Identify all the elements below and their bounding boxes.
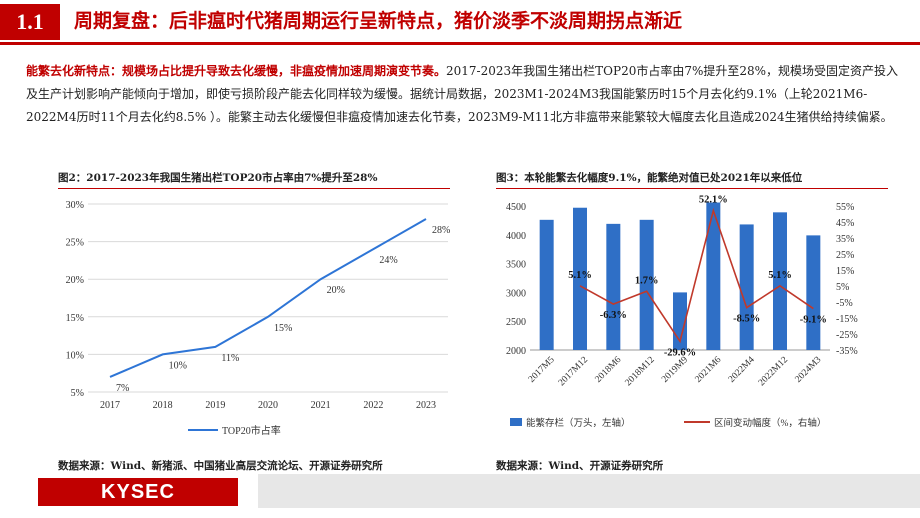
share-data-label: 20% xyxy=(327,285,345,296)
legend-bar-swatch xyxy=(510,418,522,426)
right-axis-tick-label: 55% xyxy=(836,202,854,213)
y-tick-label: 15% xyxy=(66,313,84,324)
right-axis-tick-label: -5% xyxy=(836,298,853,309)
footer-bar xyxy=(258,474,920,508)
paragraph-body: 2017-2023年我国生猪出栏TOP20市占率由7%提升至28%，规模场受固定… xyxy=(26,64,899,124)
y-tick-label: 20% xyxy=(66,275,84,286)
fig3-title: 图3：本轮能繁去化幅度9.1%，能繁绝对值已处2021年以来低位 xyxy=(496,172,803,184)
sow-inventory-bar xyxy=(639,219,654,350)
x-tick-label: 2022M4 xyxy=(727,355,757,385)
legend-label: TOP20市占率 xyxy=(222,424,281,437)
right-axis-tick-label: 35% xyxy=(836,234,854,245)
left-axis-tick-label: 4000 xyxy=(506,231,526,242)
sow-inventory-bar xyxy=(706,202,721,350)
x-tick-label: 2021M6 xyxy=(694,355,724,385)
right-axis-tick-label: -35% xyxy=(836,346,858,357)
share-data-label: 10% xyxy=(169,360,187,371)
legend-label-line: 区间变动幅度（%，右轴） xyxy=(714,417,826,429)
x-tick-label: 2018M12 xyxy=(624,355,657,388)
x-tick-label: 2022 xyxy=(363,400,383,411)
right-axis-tick-label: -15% xyxy=(836,314,858,325)
fig3-source: 数据来源：Wind、开源证券研究所 xyxy=(496,460,664,472)
fig2-title: 图2：2017-2023年我国生猪出栏TOP20市占率由7%提升至28% xyxy=(58,172,378,184)
section-number: 1.1 xyxy=(0,4,60,40)
left-axis-tick-label: 2000 xyxy=(506,346,526,357)
y-tick-label: 10% xyxy=(66,350,84,361)
change-rate-data-label: -6.3% xyxy=(600,310,627,321)
x-tick-label: 2019 xyxy=(205,400,225,411)
x-tick-label: 2021 xyxy=(311,400,331,411)
x-tick-label: 2022M12 xyxy=(757,355,790,388)
legend-label-bar: 能繁存栏（万头，左轴） xyxy=(526,417,631,429)
x-tick-label: 2017M12 xyxy=(557,355,590,388)
x-tick-label: 2017M5 xyxy=(527,355,557,385)
x-tick-label: 2018M6 xyxy=(594,355,624,385)
sow-inventory-bar xyxy=(573,207,587,350)
left-axis-tick-label: 3000 xyxy=(506,288,526,299)
top20-share-line-chart: 5% 10% 15% 20% 25% 30% 2017 2018 2019 2020 2021 202… xyxy=(66,200,451,437)
right-axis-tick-label: 5% xyxy=(836,282,849,293)
kysec-logo: KYSEC xyxy=(38,478,238,506)
x-tick-label: 2020 xyxy=(258,400,278,411)
sow-inventory-bar xyxy=(773,212,787,350)
fig2-source: 数据来源：Wind、新猪派、中国猪业高层交流论坛、开源证券研究所 xyxy=(58,460,383,472)
left-axis-tick-label: 3500 xyxy=(506,260,526,271)
sow-inventory-bar xyxy=(806,235,821,350)
left-axis-tick-label: 4500 xyxy=(506,202,526,213)
y-tick-label: 25% xyxy=(66,238,84,249)
x-tick-label: 2024M3 xyxy=(794,355,824,385)
change-rate-data-label: -29.6% xyxy=(664,347,696,358)
change-rate-data-label: 52.1% xyxy=(699,195,728,206)
sow-inventory-combo-chart: 2000 2500 3000 3500 4000 4500 -35% -25% -15% -5% 5… xyxy=(506,195,858,429)
change-rate-data-label: -8.5% xyxy=(733,314,760,325)
sow-inventory-bar xyxy=(739,224,754,350)
share-data-label: 15% xyxy=(274,323,292,334)
x-tick-label: 2017 xyxy=(100,400,120,411)
header: 1.1 周期复盘：后非瘟时代猪周期运行呈新特点，猪价淡季不淡周期拐点渐近 xyxy=(0,0,920,45)
header-divider xyxy=(0,42,920,45)
change-rate-data-label: 1.7% xyxy=(635,275,659,286)
change-rate-data-label: 5.1% xyxy=(768,270,792,281)
footer: KYSEC xyxy=(0,474,920,518)
x-tick-label: 2018 xyxy=(153,400,173,411)
right-axis-tick-label: 25% xyxy=(836,250,854,261)
change-rate-line-series xyxy=(579,207,814,344)
x-tick-label: 2023 xyxy=(416,400,436,411)
x-tick-label: 2019M9 xyxy=(660,355,690,385)
share-data-label: 24% xyxy=(379,255,397,266)
share-line-series xyxy=(109,218,427,378)
right-axis-tick-label: -25% xyxy=(836,330,858,341)
right-axis-tick-label: 15% xyxy=(836,266,854,277)
change-rate-data-label: 5.1% xyxy=(568,270,592,281)
share-data-label: 7% xyxy=(116,383,129,394)
right-axis-tick-label: 45% xyxy=(836,218,854,229)
sow-inventory-bar xyxy=(606,223,621,350)
sow-inventory-bar xyxy=(539,219,554,350)
fig3-title-underline xyxy=(496,188,888,189)
share-data-label: 11% xyxy=(221,353,239,364)
fig2-title-underline xyxy=(58,188,450,189)
summary-paragraph: 能繁去化新特点：规模场占比提升导致去化缓慢，非瘟疫情加速周期演变节奏。2017-… xyxy=(26,60,902,129)
y-tick-label: 5% xyxy=(71,388,84,399)
change-rate-data-label: -9.1% xyxy=(800,315,827,326)
share-data-label: 28% xyxy=(432,225,450,236)
paragraph-highlight: 能繁去化新特点：规模场占比提升导致去化缓慢，非瘟疫情加速周期演变节奏。 xyxy=(26,64,447,78)
y-tick-label: 30% xyxy=(66,200,84,211)
page-title: 周期复盘：后非瘟时代猪周期运行呈新特点，猪价淡季不淡周期拐点渐近 xyxy=(74,10,683,32)
left-axis-tick-label: 2500 xyxy=(506,317,526,328)
